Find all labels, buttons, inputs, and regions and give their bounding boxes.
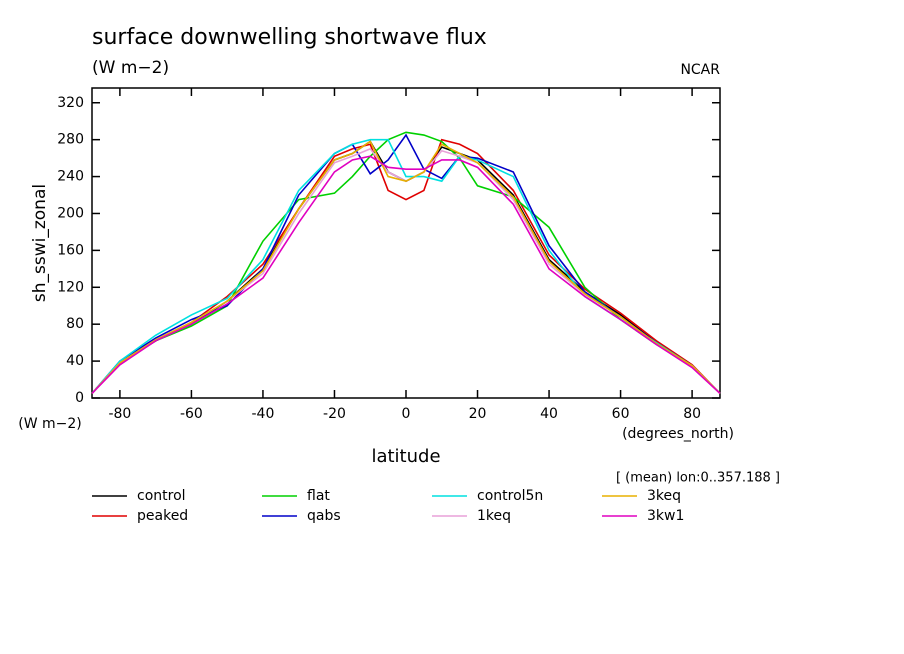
x-tick-label: -80 bbox=[108, 406, 131, 422]
legend-label: flat bbox=[307, 488, 330, 504]
x-tick-label: 40 bbox=[540, 406, 558, 422]
y-tick-label: 120 bbox=[57, 279, 84, 295]
legend-label: qabs bbox=[307, 508, 341, 524]
series-line bbox=[91, 140, 721, 394]
series-line bbox=[91, 138, 721, 394]
x-tick-label: -40 bbox=[252, 406, 275, 422]
y-tick-label: 40 bbox=[66, 353, 84, 369]
legend-label: peaked bbox=[137, 508, 188, 524]
series-line bbox=[91, 147, 721, 394]
y-units: (W m−2) bbox=[18, 416, 82, 432]
x-tick-label: -60 bbox=[180, 406, 203, 422]
legend-label: control5n bbox=[477, 488, 543, 504]
x-tick-label: -20 bbox=[323, 406, 346, 422]
legend-label: 1keq bbox=[477, 508, 511, 524]
y-tick-label: 280 bbox=[57, 132, 84, 148]
y-tick-label: 240 bbox=[57, 169, 84, 185]
series-line bbox=[91, 138, 721, 394]
y-axis-label: sh_sswi_zonal bbox=[30, 184, 50, 302]
series-line bbox=[91, 140, 721, 394]
x-units: (degrees_north) bbox=[622, 426, 734, 442]
series-line bbox=[91, 133, 721, 394]
legend-label: 3kw1 bbox=[647, 508, 684, 524]
legend-label: control bbox=[137, 488, 186, 504]
chart-subtitle: (W m−2) bbox=[92, 58, 169, 78]
series-line bbox=[91, 155, 721, 394]
x-tick-label: 20 bbox=[469, 406, 487, 422]
y-tick-label: 80 bbox=[66, 316, 84, 332]
legend-label: 3keq bbox=[647, 488, 681, 504]
x-tick-label: 0 bbox=[402, 406, 411, 422]
x-tick-label: 80 bbox=[683, 406, 701, 422]
y-tick-label: 320 bbox=[57, 95, 84, 111]
x-axis-label: latitude bbox=[371, 446, 440, 467]
y-tick-label: 0 bbox=[75, 390, 84, 406]
note: [ (mean) lon:0..357.188 ] bbox=[616, 471, 780, 486]
series-line bbox=[91, 131, 721, 394]
y-tick-label: 160 bbox=[57, 242, 84, 258]
source: NCAR bbox=[680, 62, 720, 78]
y-tick-label: 200 bbox=[57, 205, 84, 221]
chart-title: surface downwelling shortwave flux bbox=[92, 25, 487, 50]
x-tick-label: 60 bbox=[612, 406, 630, 422]
